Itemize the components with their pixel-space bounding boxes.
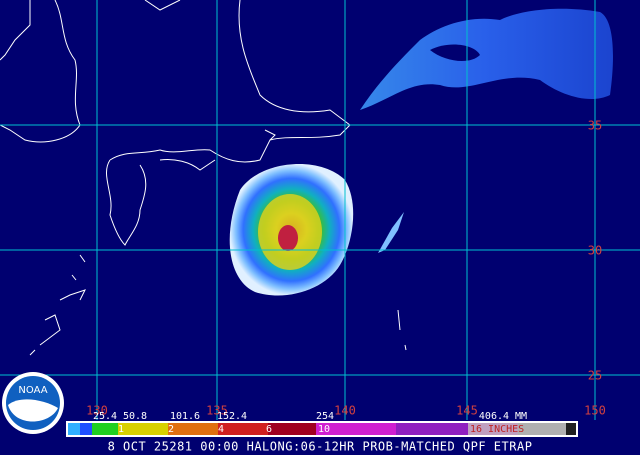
legend-mm: 406.4 MM	[479, 411, 527, 422]
lon-label: 135	[206, 404, 228, 418]
lat-label: 25	[588, 369, 602, 383]
lat-label: 35	[588, 119, 602, 133]
lon-label: 130	[86, 404, 108, 418]
coastlines	[0, 0, 407, 356]
legend-mm: 254	[316, 411, 334, 422]
rain-band	[360, 8, 613, 110]
legend-mm: 50.8	[123, 411, 147, 422]
lon-label: 145	[456, 404, 478, 418]
legend-inch: 6	[266, 424, 272, 435]
legend-inch: 10	[318, 424, 330, 435]
legend-mm: 101.6	[170, 411, 200, 422]
legend-inch: 1	[118, 424, 124, 435]
legend-mm: 152.4	[217, 411, 247, 422]
graticule	[0, 0, 640, 420]
noaa-logo: NOAA	[2, 372, 64, 434]
caption: 8 OCT 25281 00:00 HALONG:06-12HR PROB-MA…	[108, 440, 533, 454]
lat-label: 30	[588, 244, 602, 258]
lon-label: 150	[584, 404, 606, 418]
logo-text: NOAA	[18, 385, 47, 396]
legend-mm: 25.4	[93, 411, 117, 422]
lon-label: 140	[334, 404, 356, 418]
color-legend	[66, 421, 578, 437]
legend-inch: 2	[168, 424, 174, 435]
legend-inch: 4	[218, 424, 224, 435]
rain-streak	[378, 212, 404, 253]
rain-peak	[278, 225, 298, 251]
legend-inch: 16 INCHES	[470, 424, 524, 435]
